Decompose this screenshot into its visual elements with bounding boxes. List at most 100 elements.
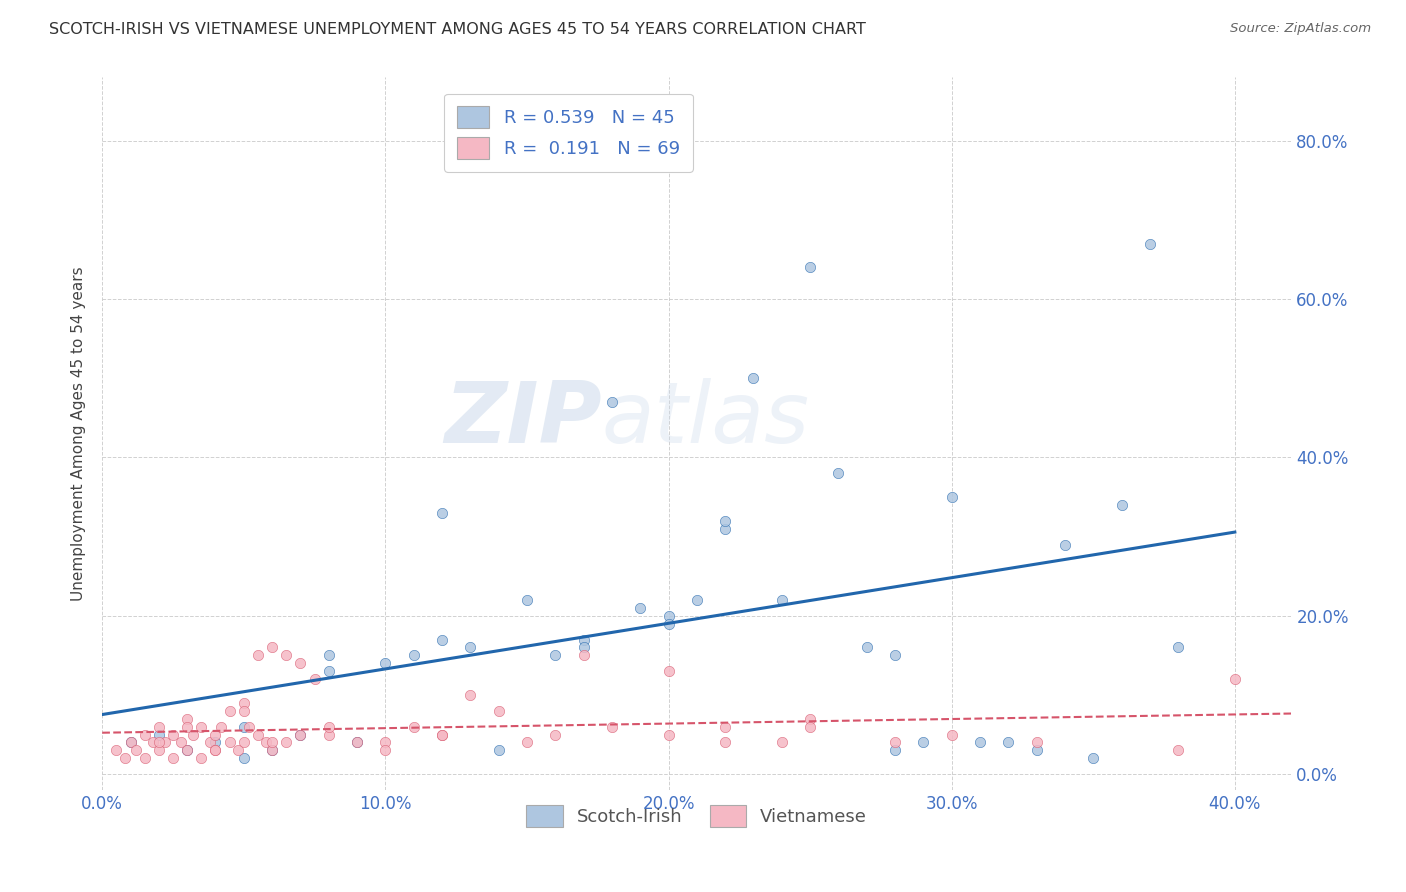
Point [246,727,269,741]
Point [190,751,212,765]
Point [134,727,156,741]
Point [290,727,312,741]
Point [204,743,226,757]
Point [1025,743,1047,757]
Point [318,720,340,734]
Point [162,727,184,741]
Point [572,632,595,647]
Point [304,672,326,686]
Point [181,727,204,741]
Point [262,640,284,655]
Point [430,632,453,647]
Point [402,720,425,734]
Point [346,735,368,749]
Point [855,640,877,655]
Point [142,735,165,749]
Point [799,720,821,734]
Point [657,608,679,623]
Point [714,720,737,734]
Point [488,704,510,718]
Point [941,490,963,504]
Point [657,727,679,741]
Point [125,743,148,757]
Point [262,743,284,757]
Point [799,260,821,275]
Point [742,371,765,385]
Point [1167,743,1189,757]
Point [516,593,538,607]
Point [799,712,821,726]
Point [120,735,142,749]
Point [1111,498,1133,512]
Point [544,727,567,741]
Point [941,727,963,741]
Point [290,657,312,671]
Point [148,743,170,757]
Point [318,664,340,678]
Point [969,735,991,749]
Point [657,664,679,678]
Point [176,720,198,734]
Point [1223,672,1246,686]
Point [246,648,269,663]
Point [176,743,198,757]
Point [209,720,232,734]
Point [218,735,240,749]
Point [232,735,254,749]
Point [346,735,368,749]
Point [148,735,170,749]
Legend: Scotch-Irish, Vietnamese: Scotch-Irish, Vietnamese [519,797,875,834]
Point [1139,236,1161,251]
Point [1083,751,1105,765]
Point [402,648,425,663]
Point [134,751,156,765]
Y-axis label: Unemployment Among Ages 45 to 54 years: Unemployment Among Ages 45 to 54 years [72,267,86,601]
Point [190,720,212,734]
Point [105,743,128,757]
Point [600,395,623,409]
Point [204,735,226,749]
Point [170,735,193,749]
Point [686,593,709,607]
Point [600,720,623,734]
Point [318,727,340,741]
Point [153,735,176,749]
Point [176,743,198,757]
Point [912,735,935,749]
Point [374,743,396,757]
Text: ZIP: ZIP [444,378,602,461]
Point [120,735,142,749]
Point [714,522,737,536]
Point [714,735,737,749]
Point [770,593,793,607]
Point [572,640,595,655]
Point [232,696,254,710]
Point [114,751,136,765]
Point [318,648,340,663]
Text: Source: ZipAtlas.com: Source: ZipAtlas.com [1230,22,1371,36]
Point [572,648,595,663]
Point [488,743,510,757]
Point [290,727,312,741]
Point [1053,537,1076,551]
Point [232,751,254,765]
Point [162,751,184,765]
Point [884,648,907,663]
Point [262,735,284,749]
Point [430,727,453,741]
Point [460,688,482,702]
Text: atlas: atlas [602,378,810,461]
Point [430,727,453,741]
Point [276,648,298,663]
Point [997,735,1019,749]
Point [628,600,651,615]
Point [148,727,170,741]
Point [148,720,170,734]
Point [204,727,226,741]
Point [827,467,849,481]
Point [232,720,254,734]
Point [544,648,567,663]
Point [374,657,396,671]
Point [262,743,284,757]
Point [226,743,249,757]
